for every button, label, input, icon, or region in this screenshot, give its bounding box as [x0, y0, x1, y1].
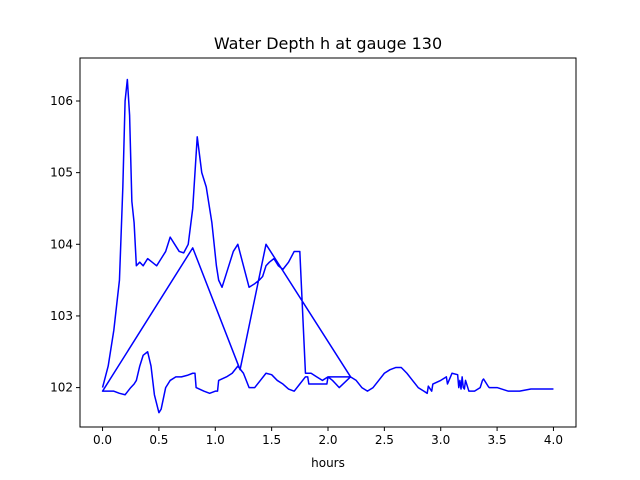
x-tick-label: 3.5 — [488, 433, 507, 447]
x-axis-ticks: 0.0 0.5 1.0 1.5 2.0 2.5 3.0 3.5 4.0 — [93, 427, 563, 447]
x-tick-label: 1.5 — [262, 433, 281, 447]
plot-area — [101, 78, 554, 414]
x-tick-label: 1.0 — [206, 433, 225, 447]
series-line-1 — [101, 78, 554, 414]
x-tick-label: 2.5 — [375, 433, 394, 447]
x-tick-label: 0.0 — [93, 433, 112, 447]
x-tick-label: 0.5 — [149, 433, 168, 447]
y-tick-label: 105 — [50, 166, 73, 180]
x-tick-label: 2.0 — [318, 433, 337, 447]
x-axis-label: hours — [311, 456, 345, 470]
y-tick-label: 102 — [50, 381, 73, 395]
x-tick-label: 3.0 — [431, 433, 450, 447]
chart-title: Water Depth h at gauge 130 — [214, 34, 442, 53]
y-tick-label: 103 — [50, 309, 73, 323]
y-tick-label: 104 — [50, 237, 73, 251]
y-axis-ticks: 102 103 104 105 106 — [50, 94, 80, 395]
x-tick-label: 4.0 — [544, 433, 563, 447]
y-tick-label: 106 — [50, 94, 73, 108]
axes-frame — [79, 57, 577, 428]
